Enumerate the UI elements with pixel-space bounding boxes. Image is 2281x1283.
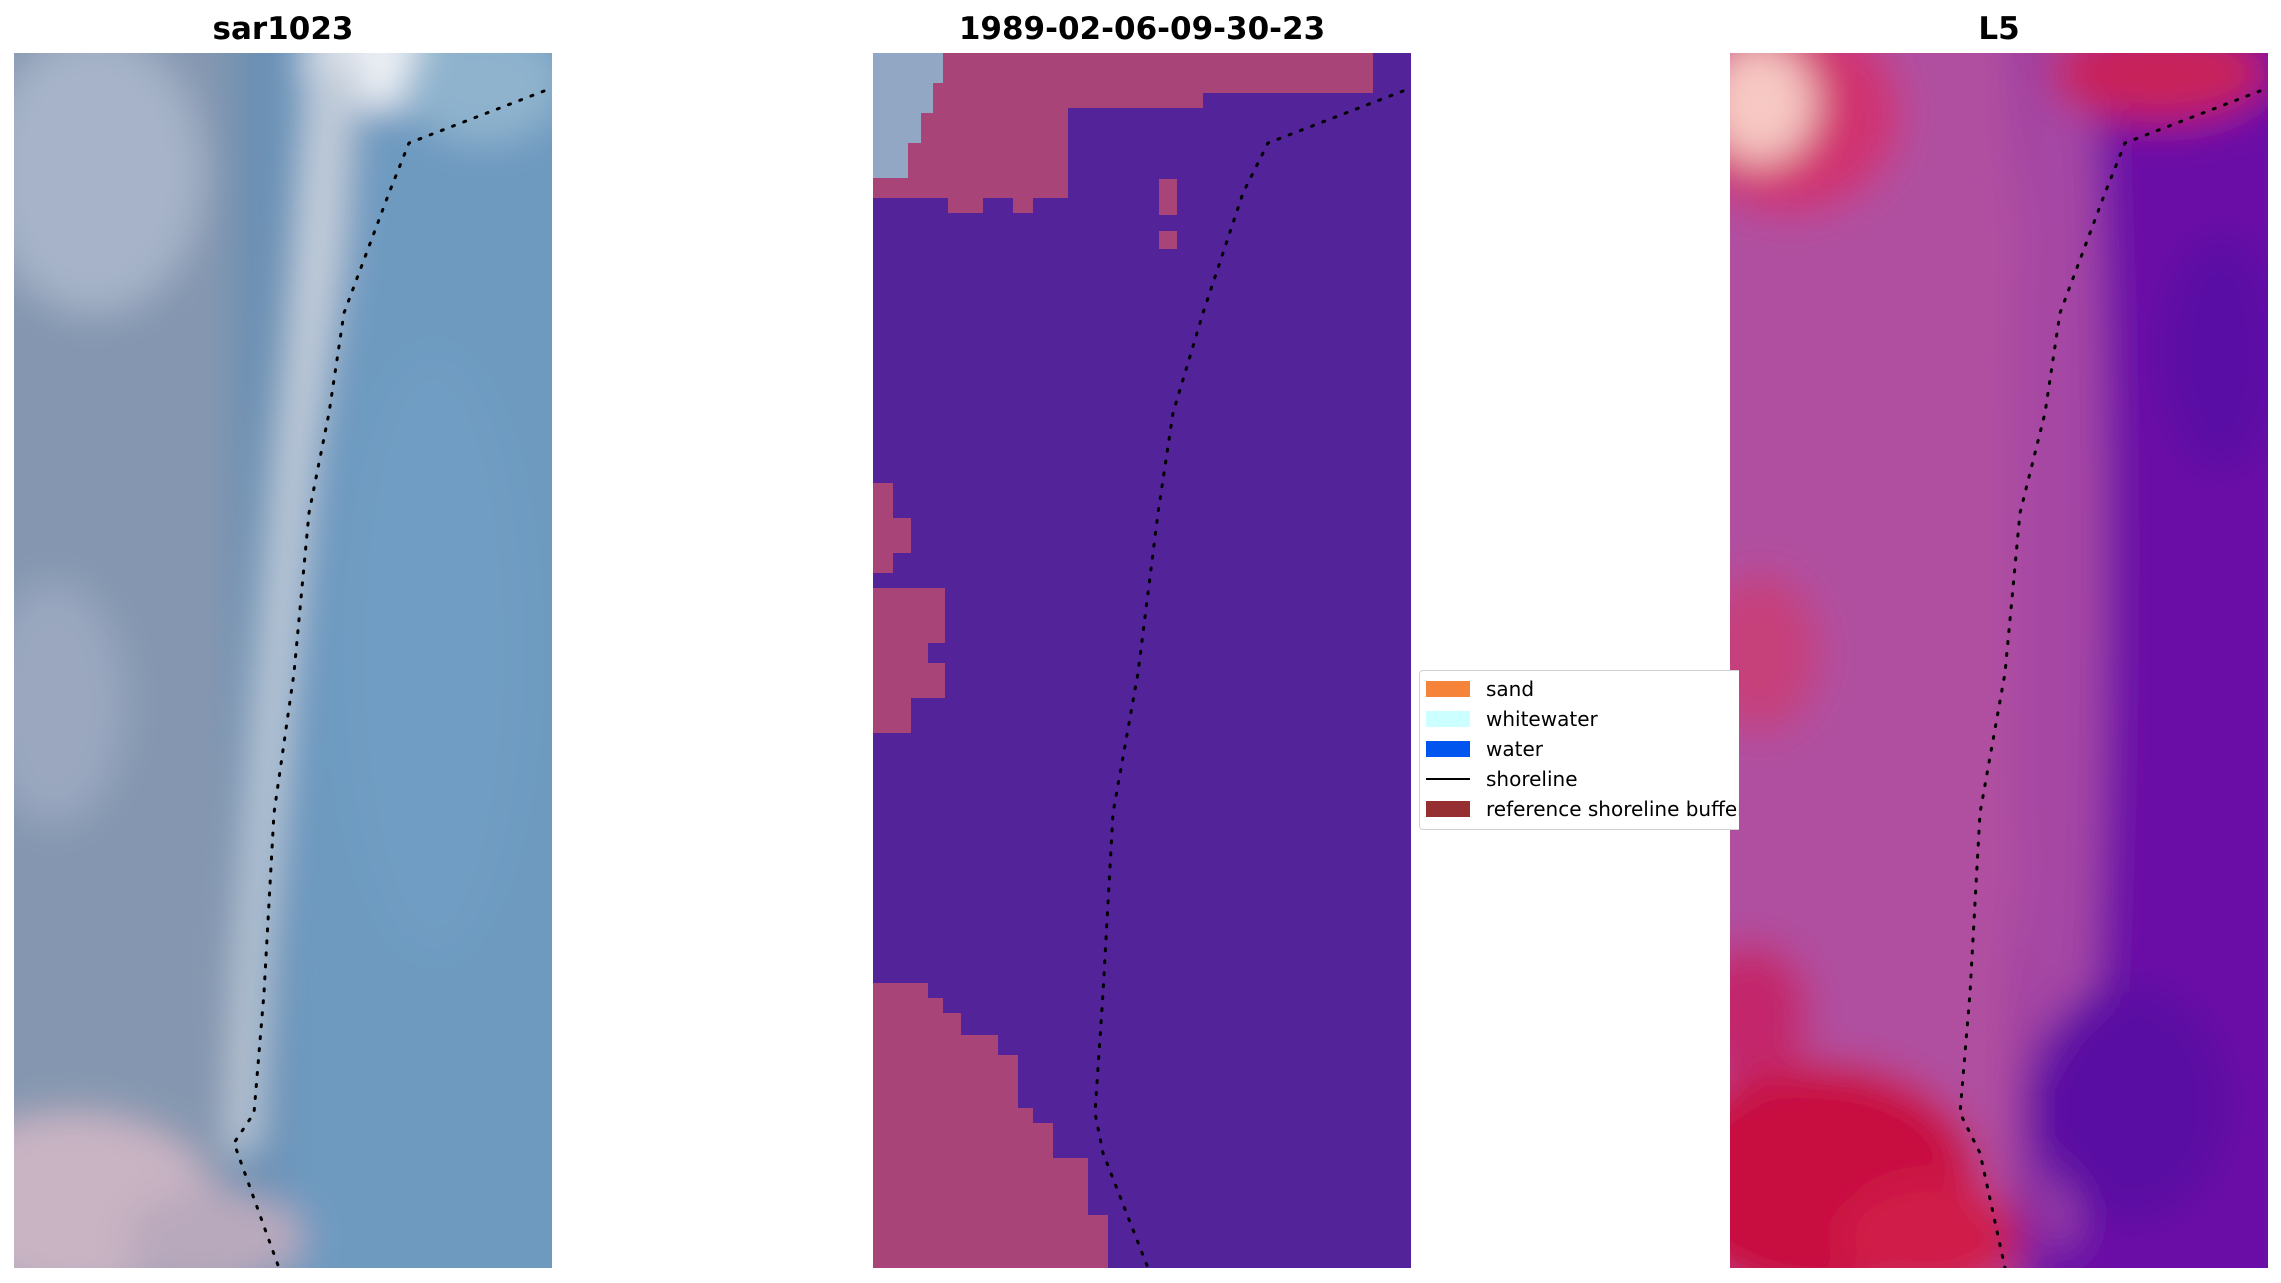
l5-index-panel	[1730, 53, 2268, 1268]
legend-item-whitewater: whitewater	[1426, 704, 1598, 734]
legend-item-shoreline: shoreline	[1426, 764, 1578, 794]
shoreline-dots-rgb	[232, 89, 546, 1268]
legend-label-water: water	[1486, 737, 1543, 761]
land-patch-left-2	[873, 588, 945, 733]
legend-label-shoreline: shoreline	[1486, 767, 1578, 791]
legend-item-sand: sand	[1426, 674, 1534, 704]
legend-swatch-shoreline	[1426, 778, 1470, 780]
panel-title-l5: L5	[1978, 11, 2020, 47]
legend-label-whitewater: whitewater	[1486, 707, 1598, 731]
legend-label-reference-buffer: reference shoreline buffer	[1486, 797, 1739, 821]
land-region-top	[873, 53, 1373, 213]
classification-panel	[873, 53, 1411, 1268]
legend-label-sand: sand	[1486, 677, 1535, 701]
legend-swatch-sand	[1426, 681, 1470, 697]
land-patch-left-1	[873, 483, 911, 573]
land-speck-1	[1159, 179, 1177, 215]
legend-item-water: water	[1426, 734, 1543, 764]
rgb-image-panel	[14, 53, 552, 1268]
legend-swatch-water	[1426, 741, 1470, 757]
land-region-bottom	[873, 983, 1108, 1268]
shoreline-dots-classification	[1093, 89, 1405, 1268]
sand-patch-top-left	[873, 53, 943, 178]
l5-index-image	[1730, 53, 2268, 1268]
legend-item-reference-buffer: reference shoreline buffer	[1426, 794, 1739, 824]
panel-title-date: 1989-02-06-09-30-23	[958, 11, 1326, 47]
shoreline-dots-l5	[1958, 89, 2262, 1268]
legend-swatch-reference-buffer	[1426, 801, 1470, 817]
rgb-image	[14, 53, 552, 1268]
land-speck-2	[1159, 231, 1177, 249]
legend-swatch-whitewater	[1426, 711, 1470, 727]
classification-image	[873, 53, 1411, 1268]
panel-title-sar: sar1023	[212, 11, 354, 47]
legend: sand whitewater water shoreline referenc…	[1419, 670, 1739, 830]
